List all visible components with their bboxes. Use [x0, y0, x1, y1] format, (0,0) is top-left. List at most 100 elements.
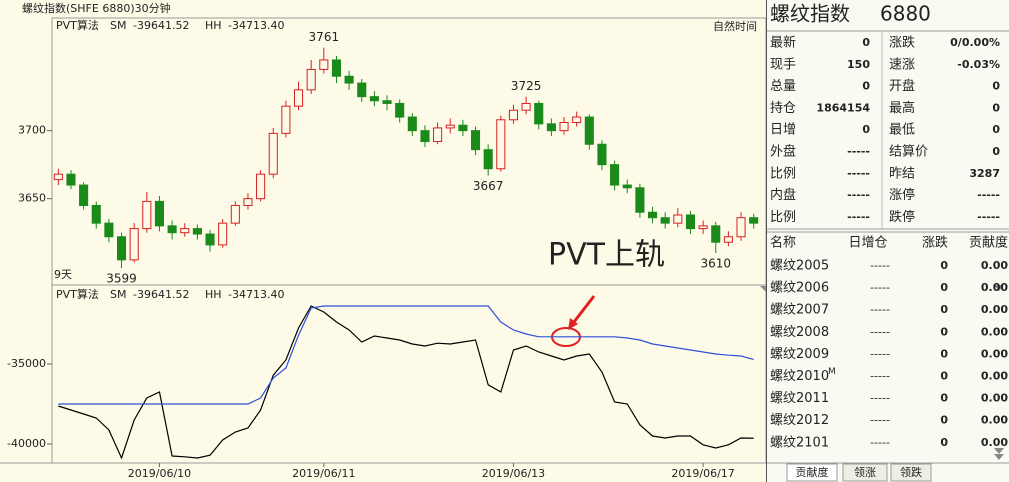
row-change: 0 [940, 392, 948, 405]
row-oi: ----- [870, 303, 890, 316]
candle-body [433, 127, 443, 143]
quote-label: 日增 [770, 123, 796, 138]
candle-body [420, 130, 430, 143]
candle-body [331, 59, 342, 77]
row-oi: ----- [870, 325, 890, 338]
legend-value: -39641.52 [133, 288, 189, 301]
quote-label: 开盘 [889, 78, 915, 94]
candle-body [458, 124, 468, 132]
side-panel [767, 0, 1009, 482]
candle-body [534, 102, 544, 125]
candle-body [635, 187, 645, 213]
candle-body [559, 121, 569, 132]
tab-label[interactable]: 贡献度 [796, 465, 829, 479]
tab[interactable] [890, 463, 932, 482]
row-contribution: 0.00 [981, 370, 1008, 383]
candle-body [647, 211, 658, 219]
row-contribution: 0.00 [981, 392, 1008, 405]
quote-label: 最低 [889, 123, 915, 138]
candle-body [521, 102, 531, 111]
row-oi: ----- [870, 281, 890, 294]
candle-body [470, 130, 481, 151]
window-title: 螺纹指数(SHFE 6880)30分钟 [22, 1, 171, 15]
row-change: 0 [940, 436, 948, 449]
candle-body [218, 222, 228, 246]
candle-body [496, 119, 506, 170]
row-oi: ----- [870, 392, 890, 405]
tab-label[interactable]: 领跌 [900, 465, 922, 479]
quote-value: ----- [847, 167, 870, 180]
row-oi: ----- [870, 436, 890, 449]
row-contribution: 0.00 [981, 347, 1008, 360]
row-name: 螺纹2011 [770, 391, 829, 406]
candle-body [407, 116, 417, 132]
quote-value: ----- [847, 145, 870, 158]
y-tick-label: 3700 [18, 124, 46, 137]
row-contribution: 0.00 [981, 303, 1008, 316]
quote-label: 跌停 [889, 209, 915, 225]
row-contribution: 0.00 [981, 436, 1008, 449]
row-oi: ----- [870, 414, 890, 427]
high-label: 3725 [511, 79, 542, 93]
x-tick-label: 2019/06/13 [482, 467, 545, 480]
y-tick-label: -40000 [7, 437, 46, 450]
candle-body [53, 173, 63, 181]
candle-body [660, 217, 670, 224]
row-name: 螺纹2012 [770, 413, 829, 428]
scroll-down[interactable] [994, 454, 1004, 460]
row-oi: ----- [870, 347, 890, 360]
quote-value: ----- [977, 189, 1000, 202]
row-change: 0 [940, 281, 948, 294]
row-change: 0 [940, 414, 948, 427]
candle-body [395, 102, 405, 118]
row-change: 0 [940, 347, 948, 360]
x-tick-label: 2019/06/17 [671, 467, 734, 480]
quote-label: 持仓 [770, 101, 796, 116]
candle-body [610, 164, 620, 186]
candle-body [546, 123, 556, 132]
corner-icon [760, 286, 766, 292]
row-name: 螺纹2006 [770, 281, 829, 296]
quote-label: 外盘 [770, 144, 796, 160]
tab-label[interactable]: 领涨 [854, 466, 876, 479]
quote-label: 比例 [770, 166, 796, 181]
arrow [572, 295, 596, 323]
row-oi: ----- [870, 259, 890, 272]
row-change: 0 [940, 303, 948, 316]
candle-body [91, 204, 101, 224]
row-name: 螺纹2009 [770, 347, 829, 362]
quote-value: ----- [847, 210, 870, 223]
y-tick-label: -35000 [7, 357, 46, 370]
candle-body [154, 200, 165, 227]
legend-name: SM [110, 19, 126, 32]
scroll-down[interactable] [994, 448, 1004, 454]
row-change: 0 [940, 259, 948, 272]
quote-label: 结算价 [889, 145, 928, 160]
quote-value: 0 [992, 80, 1000, 93]
quote-label: 最高 [889, 100, 915, 116]
tab[interactable] [786, 463, 838, 482]
row-name: 螺纹2005 [770, 259, 829, 274]
indicator-label: PVT算法 [56, 287, 99, 301]
scroll-up[interactable] [994, 285, 1004, 291]
candle-body [66, 173, 76, 186]
quote-label: 昨结 [889, 166, 915, 181]
candle-body [230, 204, 240, 224]
candle-body [104, 222, 114, 238]
candle-body [129, 228, 139, 261]
row-name: 螺纹2007 [770, 303, 829, 318]
candle-body [293, 89, 304, 107]
candle-body [584, 116, 594, 145]
candle-body [382, 100, 392, 104]
quote-value: 0 [862, 123, 870, 136]
candle-body [483, 149, 493, 170]
quote-value: 0 [992, 123, 1000, 136]
candle-body [673, 214, 683, 224]
candle-body [622, 184, 632, 189]
tab[interactable] [842, 463, 888, 482]
candle-body [116, 236, 127, 261]
candle-body [445, 124, 455, 129]
candle-body [698, 225, 708, 230]
series-line [58, 305, 754, 405]
quote-value: 0 [992, 145, 1000, 158]
